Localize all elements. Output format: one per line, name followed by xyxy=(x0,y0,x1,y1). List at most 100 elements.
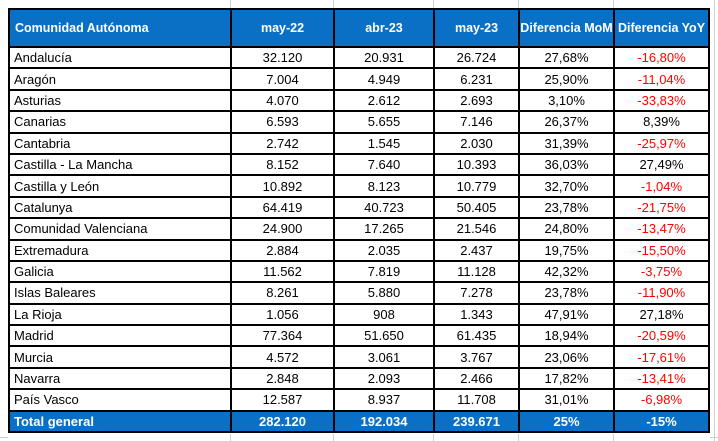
value-diferencia-mom: 47,91% xyxy=(518,302,615,327)
value-diferencia-mom: 31,39% xyxy=(518,131,615,155)
value-diferencia-yoy: -15% xyxy=(613,409,710,434)
table-row: País Vasco 12.587 8.937 11.708 31,01% -6,98% xyxy=(8,388,710,412)
value-diferencia-yoy: -1,04% xyxy=(613,174,710,198)
value-may-22: 2.742 xyxy=(230,131,335,155)
gridline xyxy=(518,0,519,8)
header-abr-23: abr-23 xyxy=(333,8,435,48)
gridline xyxy=(518,434,519,441)
value-diferencia-yoy: -3,75% xyxy=(613,259,710,284)
value-diferencia-mom: 32,70% xyxy=(518,174,615,198)
table-row: Aragón 7.004 4.949 6.231 25,90% -11,04% xyxy=(8,67,710,91)
value-may-22: 1.056 xyxy=(230,302,335,327)
header-diferencia-yoy: Diferencia YoY xyxy=(613,8,710,48)
value-abr-23: 3.061 xyxy=(333,345,435,369)
region-cell: Castilla - La Mancha xyxy=(8,152,232,177)
value-may-23: 10.779 xyxy=(433,174,520,198)
region-cell: Navarra xyxy=(8,366,232,391)
table-row: Murcia 4.572 3.061 3.767 23,06% -17,61% xyxy=(8,345,710,369)
regions-data-table: Comunidad Autónoma may-22 abr-23 may-23 … xyxy=(8,8,710,434)
region-cell: Asturias xyxy=(8,88,232,113)
value-diferencia-mom: 19,75% xyxy=(518,238,615,262)
value-abr-23: 4.949 xyxy=(333,67,435,91)
value-diferencia-mom: 26,37% xyxy=(518,110,615,134)
header-comunidad-autonoma: Comunidad Autónoma xyxy=(8,8,232,48)
gridline xyxy=(230,0,231,8)
value-may-23: 2.437 xyxy=(433,238,520,262)
value-abr-23: 2.612 xyxy=(333,88,435,113)
value-diferencia-yoy: -15,50% xyxy=(613,238,710,262)
value-may-23: 11.128 xyxy=(433,259,520,284)
value-diferencia-mom: 27,68% xyxy=(518,45,615,70)
value-diferencia-mom: 24,80% xyxy=(518,217,615,241)
value-diferencia-yoy: -6,98% xyxy=(613,388,710,412)
value-may-22: 7.004 xyxy=(230,67,335,91)
value-abr-23: 5.880 xyxy=(333,281,435,305)
value-may-22: 4.572 xyxy=(230,345,335,369)
value-diferencia-yoy: -21,75% xyxy=(613,195,710,220)
value-abr-23: 8.937 xyxy=(333,388,435,412)
value-may-22: 10.892 xyxy=(230,174,335,198)
value-may-22: 6.593 xyxy=(230,110,335,134)
value-may-23: 1.343 xyxy=(433,302,520,327)
value-may-23: 11.708 xyxy=(433,388,520,412)
value-may-22: 77.364 xyxy=(230,324,335,348)
value-may-23: 3.767 xyxy=(433,345,520,369)
value-abr-23: 40.723 xyxy=(333,195,435,220)
value-diferencia-yoy: -25,97% xyxy=(613,131,710,155)
value-abr-23: 17.265 xyxy=(333,217,435,241)
value-diferencia-yoy: -13,47% xyxy=(613,217,710,241)
table-row: Extremadura 2.884 2.035 2.437 19,75% -15,50% xyxy=(8,238,710,262)
value-diferencia-mom: 18,94% xyxy=(518,324,615,348)
table-row: Catalunya 64.419 40.723 50.405 23,78% -21,75% xyxy=(8,195,710,220)
region-cell: Comunidad Valenciana xyxy=(8,217,232,241)
region-cell: Islas Baleares xyxy=(8,281,232,305)
value-diferencia-mom: 23,78% xyxy=(518,281,615,305)
table-row: Castilla y León 10.892 8.123 10.779 32,70% -1… xyxy=(8,174,710,198)
value-may-23: 10.393 xyxy=(433,152,520,177)
gridline xyxy=(613,434,614,441)
value-may-22: 12.587 xyxy=(230,388,335,412)
region-cell: Castilla y León xyxy=(8,174,232,198)
header-diferencia-mom: Diferencia MoM xyxy=(518,8,615,48)
region-cell: Madrid xyxy=(8,324,232,348)
gridline xyxy=(433,434,434,441)
table-body: Andalucía 32.120 20.931 26.724 27,68% -16,80%… xyxy=(8,45,710,434)
value-diferencia-yoy: -17,61% xyxy=(613,345,710,369)
value-may-22: 8.152 xyxy=(230,152,335,177)
value-diferencia-yoy: -11,90% xyxy=(613,281,710,305)
total-row: Total general 282.120 192.034 239.671 25% -15… xyxy=(8,409,710,434)
value-diferencia-mom: 23,06% xyxy=(518,345,615,369)
value-may-22: 4.070 xyxy=(230,88,335,113)
value-diferencia-mom: 42,32% xyxy=(518,259,615,284)
table-row: Comunidad Valenciana 24.900 17.265 21.546 24… xyxy=(8,217,710,241)
table-row: Madrid 77.364 51.650 61.435 18,94% -20,59% xyxy=(8,324,710,348)
value-may-23: 239.671 xyxy=(433,409,520,434)
value-may-23: 7.146 xyxy=(433,110,520,134)
region-cell: Aragón xyxy=(8,67,232,91)
region-cell: País Vasco xyxy=(8,388,232,412)
region-cell: Cantabria xyxy=(8,131,232,155)
table-row: Canarias 6.593 5.655 7.146 26,37% 8,39% xyxy=(8,110,710,134)
value-diferencia-mom: 25,90% xyxy=(518,67,615,91)
table-row: Asturias 4.070 2.612 2.693 3,10% -33,83% xyxy=(8,88,710,113)
value-diferencia-mom: 36,03% xyxy=(518,152,615,177)
value-diferencia-mom: 3,10% xyxy=(518,88,615,113)
gridline xyxy=(714,0,715,441)
value-diferencia-mom: 23,78% xyxy=(518,195,615,220)
value-may-22: 8.261 xyxy=(230,281,335,305)
value-may-23: 2.466 xyxy=(433,366,520,391)
table-row: Galicia 11.562 7.819 11.128 42,32% -3,75% xyxy=(8,259,710,284)
gridline xyxy=(710,437,718,438)
header-may-23: may-23 xyxy=(433,8,520,48)
value-diferencia-yoy: 27,49% xyxy=(613,152,710,177)
value-abr-23: 2.093 xyxy=(333,366,435,391)
region-cell: Total general xyxy=(8,409,232,434)
value-may-22: 2.884 xyxy=(230,238,335,262)
value-may-23: 21.546 xyxy=(433,217,520,241)
gridline xyxy=(613,0,614,8)
value-diferencia-yoy: -11,04% xyxy=(613,67,710,91)
value-may-23: 7.278 xyxy=(433,281,520,305)
value-diferencia-yoy: -20,59% xyxy=(613,324,710,348)
value-diferencia-mom: 31,01% xyxy=(518,388,615,412)
